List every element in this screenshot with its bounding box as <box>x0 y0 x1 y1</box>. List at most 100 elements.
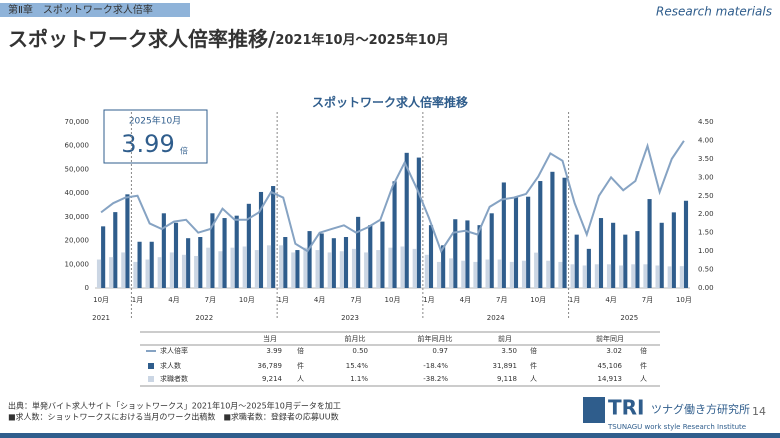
bar <box>683 200 689 288</box>
y-tick-label: 20,000 <box>65 237 90 245</box>
bar <box>307 231 312 288</box>
callout-unit: 倍 <box>180 146 188 156</box>
bar <box>173 222 179 288</box>
y2-tick-label: 2.50 <box>698 192 714 200</box>
table-cell: 倍 <box>640 346 647 355</box>
bar <box>643 264 648 288</box>
bar <box>96 259 102 288</box>
bar <box>222 218 227 288</box>
table-header: 前年同月比 <box>418 334 453 343</box>
bar <box>424 254 429 288</box>
table-cell: 3.50 <box>501 347 517 355</box>
y2-tick-label: 3.50 <box>698 155 714 163</box>
x-tick-label: 1月 <box>569 296 580 304</box>
y2-tick-label: 0.00 <box>698 284 714 292</box>
table-row-label: 求人数 <box>160 361 181 370</box>
org: ツナグ働き方研究所 <box>651 402 750 416</box>
y-tick-label: 30,000 <box>65 213 90 221</box>
source: 出典：単発バイト求人サイト「ショットワークス」2021年10月～2025年10月… <box>8 401 341 411</box>
bar <box>258 191 264 288</box>
bar <box>303 247 308 288</box>
bar <box>598 218 604 288</box>
bar <box>331 238 336 288</box>
bar <box>534 252 539 288</box>
bar <box>570 264 575 288</box>
org-en: TSUNAGU work style Research Institute <box>607 423 746 431</box>
bar <box>453 219 458 288</box>
y2-tick-label: 4.00 <box>698 136 714 144</box>
table-cell: 36,789 <box>258 362 283 370</box>
bar <box>113 212 118 288</box>
y2-tick-label: 1.50 <box>698 229 714 237</box>
table-cell: 15.4% <box>346 362 369 370</box>
y2-tick-label: 2.00 <box>698 210 714 218</box>
bar <box>242 246 247 288</box>
table-cell: -18.4% <box>423 362 448 370</box>
table-cell: 0.50 <box>352 347 368 355</box>
bar <box>327 252 332 288</box>
bar <box>489 213 494 288</box>
table-cell: 45,106 <box>598 362 623 370</box>
bar <box>562 177 567 288</box>
bar <box>574 234 579 288</box>
bar <box>161 213 166 288</box>
table-cell: 3.02 <box>606 347 622 355</box>
bar <box>501 182 506 288</box>
bar <box>133 261 138 288</box>
table-cell: 1.1% <box>350 375 368 383</box>
y-tick-label: 70,000 <box>65 118 90 126</box>
bar <box>339 251 344 288</box>
y2-tick-label: 4.50 <box>698 118 714 126</box>
bar <box>169 252 174 288</box>
table-header: 前年同月 <box>596 334 624 343</box>
year-label: 2024 <box>487 314 505 322</box>
x-tick-label: 10月 <box>93 296 109 304</box>
note: ■求人数：ショットワークスにおける当月のワーク出稿数 ■求職者数：登録者の応募U… <box>8 412 339 422</box>
bar <box>271 186 276 288</box>
bar <box>181 254 187 288</box>
bar <box>291 252 296 288</box>
bar <box>149 241 154 288</box>
bar <box>121 252 126 288</box>
bar <box>465 220 470 288</box>
corner: Research materials <box>656 5 772 19</box>
year-label: 2022 <box>195 314 213 322</box>
bar <box>586 248 591 288</box>
x-tick-label: 10月 <box>385 296 401 304</box>
bar <box>477 225 482 288</box>
bar <box>376 250 381 288</box>
bar <box>546 260 551 288</box>
table-cell: 人 <box>530 375 537 383</box>
x-tick-label: 10月 <box>676 296 692 304</box>
bar <box>461 260 466 288</box>
x-tick-label: 1月 <box>132 296 143 304</box>
callout-box <box>103 109 208 164</box>
table-cell: -38.2% <box>423 375 448 383</box>
bar <box>295 250 300 288</box>
bar <box>635 231 640 288</box>
bar <box>234 215 239 288</box>
bar <box>606 264 612 288</box>
table-cell: 件 <box>530 361 537 370</box>
x-tick-label: 4月 <box>605 296 616 304</box>
bar <box>266 245 272 288</box>
bar <box>659 222 664 288</box>
bar <box>594 264 599 288</box>
bar <box>449 258 454 288</box>
bar <box>513 196 519 288</box>
callout-value: 3.99 <box>121 130 174 158</box>
x-tick-label: 1月 <box>277 296 288 304</box>
y2-tick-label: 3.00 <box>698 173 714 181</box>
table-row-label: 求人倍率 <box>160 346 188 355</box>
bottom-bar <box>0 433 780 438</box>
page-number: 14 <box>752 405 766 418</box>
bar <box>655 265 660 288</box>
bar <box>186 238 191 288</box>
bar <box>194 255 199 288</box>
bar <box>631 264 636 288</box>
bar <box>388 247 393 288</box>
chapter-tag <box>0 3 190 17</box>
x-tick-label: 4月 <box>314 296 325 304</box>
table-cell: 14,913 <box>598 375 623 383</box>
